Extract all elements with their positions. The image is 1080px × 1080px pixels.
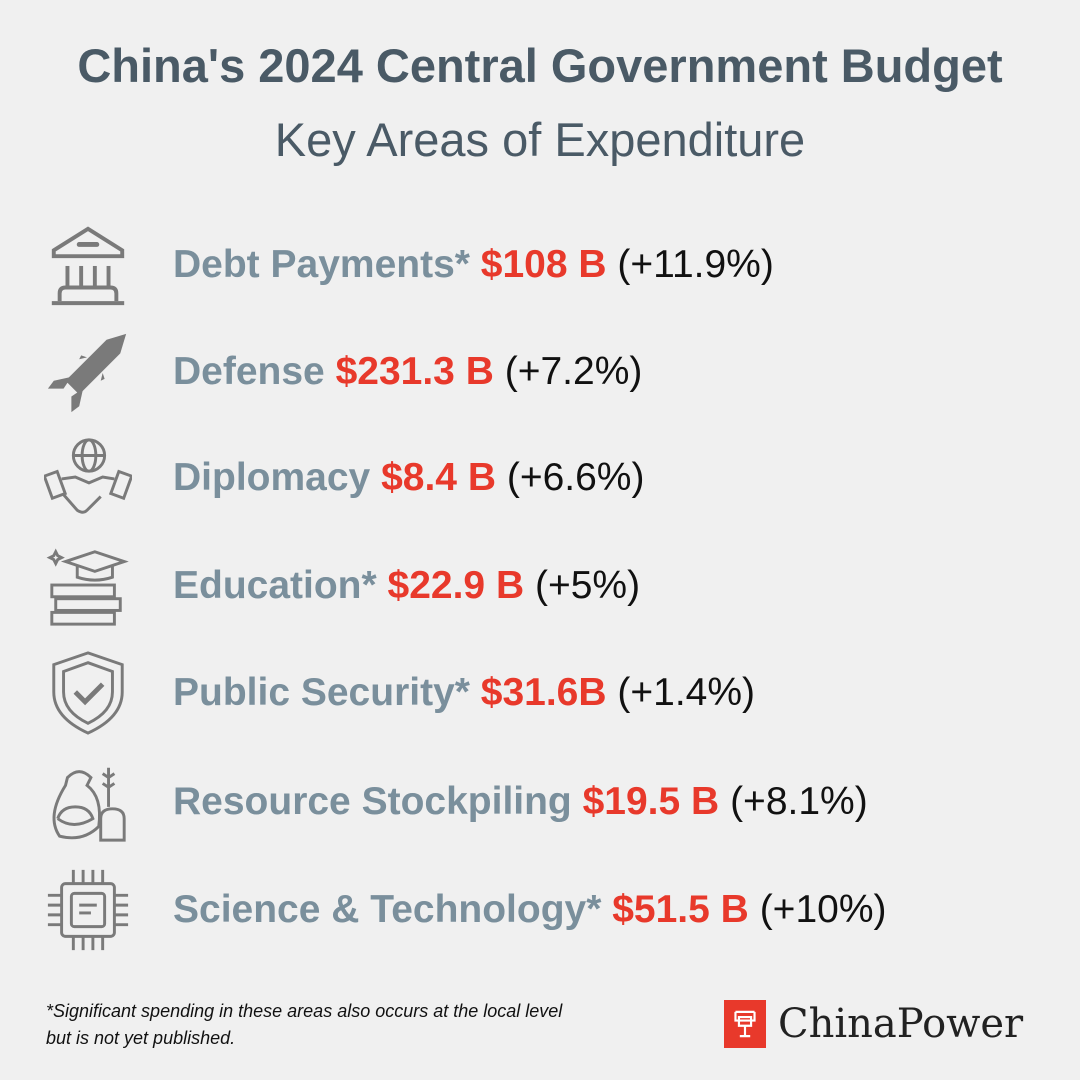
category-label: Public Security* xyxy=(173,671,470,714)
missile-icon xyxy=(40,327,135,417)
shield-check-icon xyxy=(40,648,135,738)
change-value: (+11.9%) xyxy=(617,243,774,286)
amount-value: $22.9 B xyxy=(387,564,525,607)
amount-value: $51.5 B xyxy=(612,888,749,931)
page-title: China's 2024 Central Government Budget xyxy=(77,39,1003,92)
change-value: (+10%) xyxy=(759,888,887,931)
amount-value: $108 B xyxy=(480,243,607,286)
change-value: (+8.1%) xyxy=(730,780,868,823)
expenditure-row-diplomacy: Diplomacy $8.4 B (+6.6%) xyxy=(40,433,644,523)
amount-value: $31.6B xyxy=(480,671,607,714)
category-label: Defense xyxy=(173,350,325,393)
footnote-line-1: *Significant spending in these areas als… xyxy=(46,1001,563,1021)
amount-value: $19.5 B xyxy=(582,780,720,823)
grain-sack-bread-icon xyxy=(40,757,135,847)
change-value: (+6.6%) xyxy=(506,456,645,499)
category-label: Debt Payments* xyxy=(173,243,470,286)
amount-value: $8.4 B xyxy=(381,456,496,499)
expenditure-row-education: Education* $22.9 B (+5%) xyxy=(40,541,640,631)
category-label: Education* xyxy=(173,564,377,607)
logo-text: ChinaPower xyxy=(778,1001,1024,1047)
change-value: (+7.2%) xyxy=(504,350,643,393)
category-label: Resource Stockpiling xyxy=(173,780,572,823)
expenditure-row-defense: Defense $231.3 B (+7.2%) xyxy=(40,327,642,417)
expenditure-row-public-security: Public Security* $31.6B (+1.4%) xyxy=(40,648,755,738)
expenditure-row-debt: Debt Payments* $108 B (+11.9%) xyxy=(40,220,774,310)
category-label: Diplomacy xyxy=(173,456,371,499)
footnote-line-2: but is not yet published. xyxy=(46,1028,236,1048)
logo-mark-icon xyxy=(724,1000,766,1048)
graduation-cap-books-icon xyxy=(40,541,135,631)
category-label: Science & Technology* xyxy=(173,888,602,931)
amount-value: $231.3 B xyxy=(335,350,494,393)
page-subtitle: Key Areas of Expenditure xyxy=(274,113,806,166)
footnote: *Significant spending in these areas als… xyxy=(46,998,562,1052)
globe-handshake-icon xyxy=(40,433,135,523)
expenditure-row-science-technology: Science & Technology* $51.5 B (+10%) xyxy=(40,865,887,955)
expenditure-row-resource-stockpiling: Resource Stockpiling $19.5 B (+8.1%) xyxy=(40,757,868,847)
change-value: (+5%) xyxy=(534,564,641,607)
microchip-icon xyxy=(40,865,135,955)
chinapower-logo: ChinaPower xyxy=(724,1000,1023,1048)
bank-building-icon xyxy=(40,220,135,310)
change-value: (+1.4%) xyxy=(617,671,756,714)
